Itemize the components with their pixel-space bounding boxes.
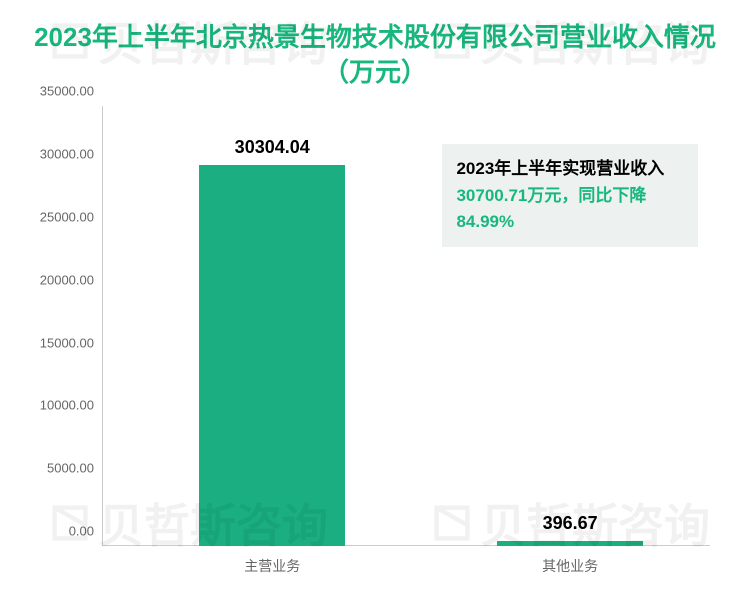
chart-title: 2023年上半年北京热景生物技术股份有限公司营业收入情况（万元）	[30, 20, 720, 90]
bar-value-label: 396.67	[543, 513, 598, 534]
x-tick: 主营业务	[244, 556, 300, 576]
y-tick: 15000.00	[40, 335, 94, 350]
plot-area: 0.005000.0010000.0015000.0020000.0025000…	[102, 106, 710, 546]
bar: 30304.04	[199, 165, 345, 546]
y-tick: 0.00	[69, 524, 94, 539]
x-tick: 其他业务	[542, 556, 598, 576]
annotation-text: 30700.71万元，同比下降	[456, 186, 646, 205]
y-tick: 35000.00	[40, 84, 94, 99]
y-axis: 0.00 5000.00 10000.00 15000.00 20000.00 25000…	[30, 106, 100, 546]
y-tick: 10000.00	[40, 398, 94, 413]
y-tick: 30000.00	[40, 147, 94, 162]
y-tick: 20000.00	[40, 272, 94, 287]
y-tick: 25000.00	[40, 209, 94, 224]
annotation-text: 84.99%	[456, 212, 514, 231]
annotation-text: 2023年上半年实现营业收入	[456, 159, 664, 178]
chart-container: 2023年上半年北京热景生物技术股份有限公司营业收入情况（万元） 0.00 500…	[0, 0, 750, 604]
annotation-box: 2023年上半年实现营业收入 30700.71万元，同比下降 84.99%	[442, 144, 697, 247]
bar-value-label: 30304.04	[235, 137, 310, 158]
y-tick: 5000.00	[47, 461, 94, 476]
bar: 396.67	[497, 541, 643, 546]
